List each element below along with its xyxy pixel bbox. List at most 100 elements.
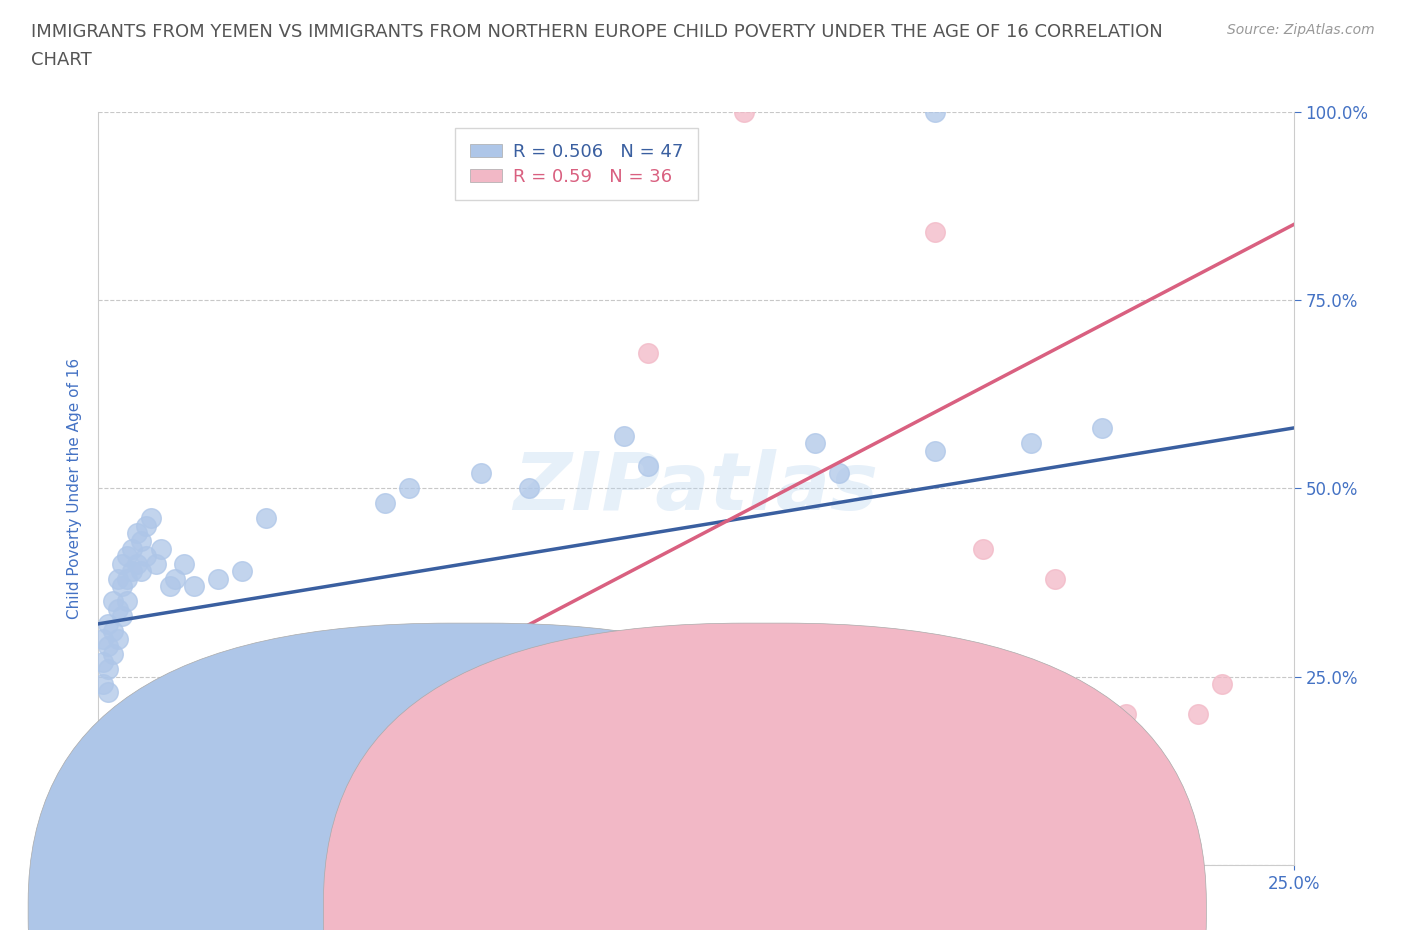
Point [374,677,396,692]
Point [107,602,129,617]
Point [254,692,277,707]
Point [517,707,540,722]
Point [91,677,114,692]
Point [101,624,124,639]
Point [131,534,153,549]
Point [145,745,167,760]
Point [139,511,162,525]
Point [1211,677,1233,692]
Point [107,812,129,827]
Point [350,752,373,767]
Point [173,767,195,782]
Point [125,782,148,797]
Point [107,752,129,767]
Point [121,797,143,812]
Point [91,631,114,646]
Point [135,549,157,564]
Point [374,496,396,511]
Point [398,722,420,737]
Point [1091,420,1114,435]
Point [470,466,492,481]
Point [101,646,124,661]
Point [101,594,124,609]
Point [207,571,229,586]
Point [163,571,186,586]
Point [446,692,468,707]
Point [121,541,143,556]
Point [924,225,946,240]
Point [115,571,138,586]
Point [111,578,134,593]
Legend: R = 0.506   N = 47, R = 0.59   N = 36: R = 0.506 N = 47, R = 0.59 N = 36 [456,128,697,200]
Point [97,639,120,654]
Point [924,444,946,458]
Point [97,828,120,843]
Point [97,684,120,699]
Point [125,556,148,571]
Point [115,549,138,564]
Point [101,797,124,812]
Point [924,104,946,119]
Point [131,564,153,578]
Point [972,541,994,556]
Point [517,481,540,496]
Point [637,345,659,360]
Point [756,670,779,684]
Point [111,790,134,804]
Point [231,564,253,578]
Point [115,820,138,835]
Point [207,707,229,722]
Point [145,556,167,571]
Point [91,843,114,857]
Point [254,511,277,525]
Point [1115,707,1137,722]
Text: IMMIGRANTS FROM YEMEN VS IMMIGRANTS FROM NORTHERN EUROPE CHILD POVERTY UNDER THE: IMMIGRANTS FROM YEMEN VS IMMIGRANTS FROM… [31,23,1163,41]
Point [125,526,148,541]
Point [159,578,181,593]
Point [135,519,157,534]
Point [121,564,143,578]
Text: Immigrants from Northern Europe: Immigrants from Northern Europe [793,895,1053,910]
Point [111,609,134,624]
Text: CHART: CHART [31,51,91,69]
Point [97,617,120,631]
Point [278,677,301,692]
Point [115,767,138,782]
Point [91,654,114,669]
Point [828,466,851,481]
Point [221,745,243,760]
Text: ZIPatlas: ZIPatlas [513,449,879,527]
Point [115,594,138,609]
Point [107,631,129,646]
Point [398,481,420,496]
Point [733,104,755,119]
Y-axis label: Child Poverty Under the Age of 16: Child Poverty Under the Age of 16 [67,358,83,618]
Point [1187,707,1209,722]
Point [97,661,120,676]
Point [193,737,215,751]
Point [97,782,120,797]
Point [159,722,181,737]
Point [91,797,114,812]
Text: Source: ZipAtlas.com: Source: ZipAtlas.com [1227,23,1375,37]
Point [804,435,827,450]
Point [565,692,588,707]
Point [1019,435,1042,450]
Point [374,745,396,760]
Point [101,767,124,782]
Point [91,820,114,835]
Point [231,722,253,737]
Point [828,692,851,707]
Point [613,428,636,443]
Point [149,541,172,556]
Point [1043,571,1066,586]
Point [661,670,683,684]
Point [149,760,172,775]
Point [316,707,339,722]
Point [111,556,134,571]
Point [173,556,195,571]
Point [637,458,659,473]
Point [135,804,157,819]
Point [107,571,129,586]
Text: Immigrants from Yemen: Immigrants from Yemen [499,895,683,910]
